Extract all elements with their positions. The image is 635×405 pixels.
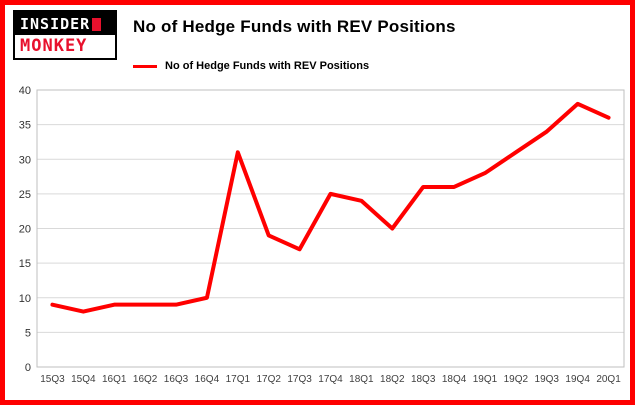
insider-monkey-logo: INSIDER MONKEY [13,10,117,60]
x-tick-label: 20Q1 [596,374,621,385]
x-tick-label: 16Q2 [133,374,158,385]
logo-insider-text: INSIDER [20,15,91,33]
series-line [50,101,611,314]
y-tick-label: 20 [19,224,31,236]
x-tick-label: 15Q3 [40,374,65,385]
x-tick-label: 18Q3 [411,374,436,385]
chart-legend: No of Hedge Funds with REV Positions [133,60,369,72]
chart-title: No of Hedge Funds with REV Positions [133,17,456,36]
x-tick-label: 18Q2 [380,374,405,385]
x-tick-label: 18Q1 [349,374,374,385]
x-tick-label: 19Q2 [504,374,529,385]
legend-line-swatch [133,64,157,68]
chart-area: 0 5 10 15 20 25 30 35 40 15Q3 15Q4 16Q1 16Q2 16Q3 16Q4… [5,80,630,398]
line-chart: 0 5 10 15 20 25 30 35 40 15Q3 15Q4 16Q1 16Q2 16Q3 16Q4… [19,85,625,385]
logo-red-block-icon [92,17,102,31]
logo-insider-row: INSIDER [15,12,115,35]
legend-label: No of Hedge Funds with REV Positions [165,60,370,72]
x-tick-label: 18Q4 [442,374,467,385]
y-tick-label: 25 [19,189,31,201]
title-block: No of Hedge Funds with REV Positions [133,17,456,37]
plot-border [36,89,625,368]
x-tick-label: 16Q1 [102,374,127,385]
x-tick-label: 19Q3 [535,374,560,385]
x-tick-label: 15Q4 [71,374,96,385]
x-tick-label: 17Q4 [318,374,343,385]
y-tick-label: 15 [19,258,31,270]
x-tick-label: 17Q2 [256,374,281,385]
x-tick-label: 19Q4 [565,374,590,385]
y-tick-label: 30 [19,154,31,166]
y-tick-label: 0 [25,362,31,374]
y-tick-label: 40 [19,85,31,97]
y-tick-label: 5 [25,327,31,339]
x-tick-label: 17Q1 [226,374,251,385]
logo-monkey-text: MONKEY [20,36,88,56]
x-tick-label: 19Q1 [473,374,498,385]
x-tick-label: 16Q4 [195,374,220,385]
y-tick-label: 35 [19,120,31,132]
x-tick-label: 16Q3 [164,374,189,385]
x-tick-label: 17Q3 [287,374,312,385]
y-tick-label: 10 [19,293,31,305]
